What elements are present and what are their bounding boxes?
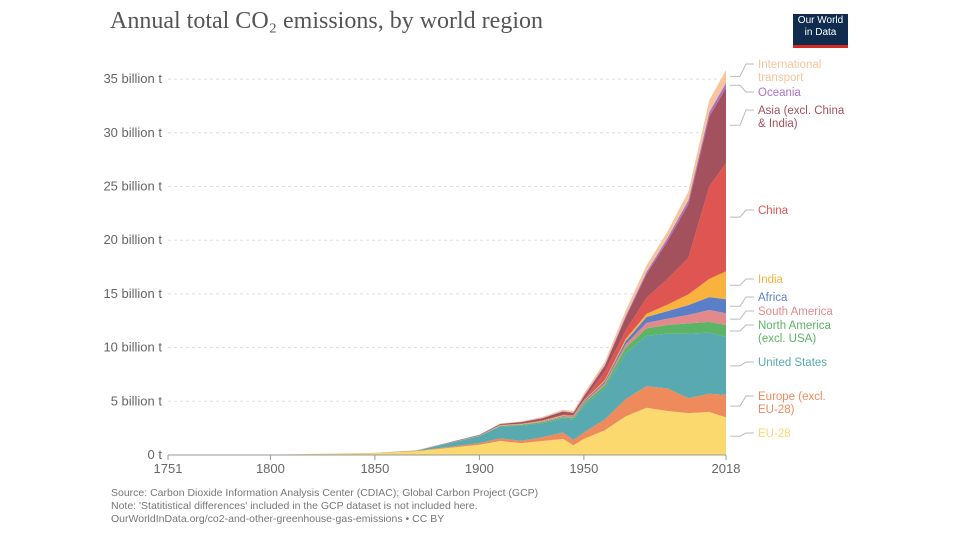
x-tick-label: 1900 [465,461,494,476]
legend-leader-line [730,84,754,93]
legend-leader-line [730,361,754,367]
legend-label[interactable]: Asia (excl. China & India) [758,105,845,130]
y-tick-label: 5 billion t [111,393,163,408]
footer: Source: Carbon Dioxide Information Analy… [111,487,538,526]
legend-leader-line [730,310,754,320]
legend-label[interactable]: United States [758,357,827,369]
area-south-america[interactable] [168,310,726,455]
y-tick-label: 25 billion t [103,179,162,194]
source-text: Source: Carbon Dioxide Information Analy… [111,487,539,499]
legend-leader-line [730,432,754,437]
logo-line-1: Our World [797,15,844,26]
legend-leader-line [730,296,754,307]
note-text: Note: 'Statitistical differences' includ… [111,500,478,512]
legend-label[interactable]: Europe (excl. EU-28) [758,391,826,416]
owid-logo[interactable]: Our World in Data [793,14,848,48]
legend-leader-line [730,395,754,407]
area-europe-excl-eu-28-[interactable] [168,386,726,455]
area-eu-28[interactable] [168,407,726,455]
legend-label[interactable]: India [758,274,784,286]
legend-leader-line [730,324,754,332]
x-tick-label: 1800 [256,461,285,476]
y-tick-label: 20 billion t [103,232,162,247]
y-tick-label: 35 billion t [103,71,162,86]
legend-label[interactable]: North America (excl. USA) [758,320,831,345]
y-tick-label: 30 billion t [103,125,162,140]
chart-title: Annual total CO₂ emissions, by world reg… [110,8,543,34]
legend-leader-line [730,63,754,77]
x-tick-label: 2018 [712,461,741,476]
y-tick-label: 15 billion t [103,286,162,301]
legend-label[interactable]: Oceania [758,87,801,99]
area-africa[interactable] [168,297,726,455]
legend-label[interactable]: South America [758,306,833,318]
url-text[interactable]: OurWorldInData.org/co2-and-other-greenho… [111,513,445,525]
legend-leader-line [730,278,754,286]
legend-leader-line [730,209,754,218]
x-tick-label: 1950 [569,461,598,476]
legend-label[interactable]: Africa [758,292,788,304]
legend-label[interactable]: International transport [758,59,821,84]
legend-label[interactable]: China [758,205,789,217]
y-tick-label: 10 billion t [103,340,162,355]
area-united-states[interactable] [168,332,726,455]
logo-line-2: in Data [804,27,837,38]
x-tick-label: 1751 [154,461,183,476]
y-tick-label: 0 t [148,447,163,462]
legend-label[interactable]: EU-28 [758,428,791,440]
legend-leader-line [730,109,754,126]
x-tick-label: 1850 [360,461,389,476]
